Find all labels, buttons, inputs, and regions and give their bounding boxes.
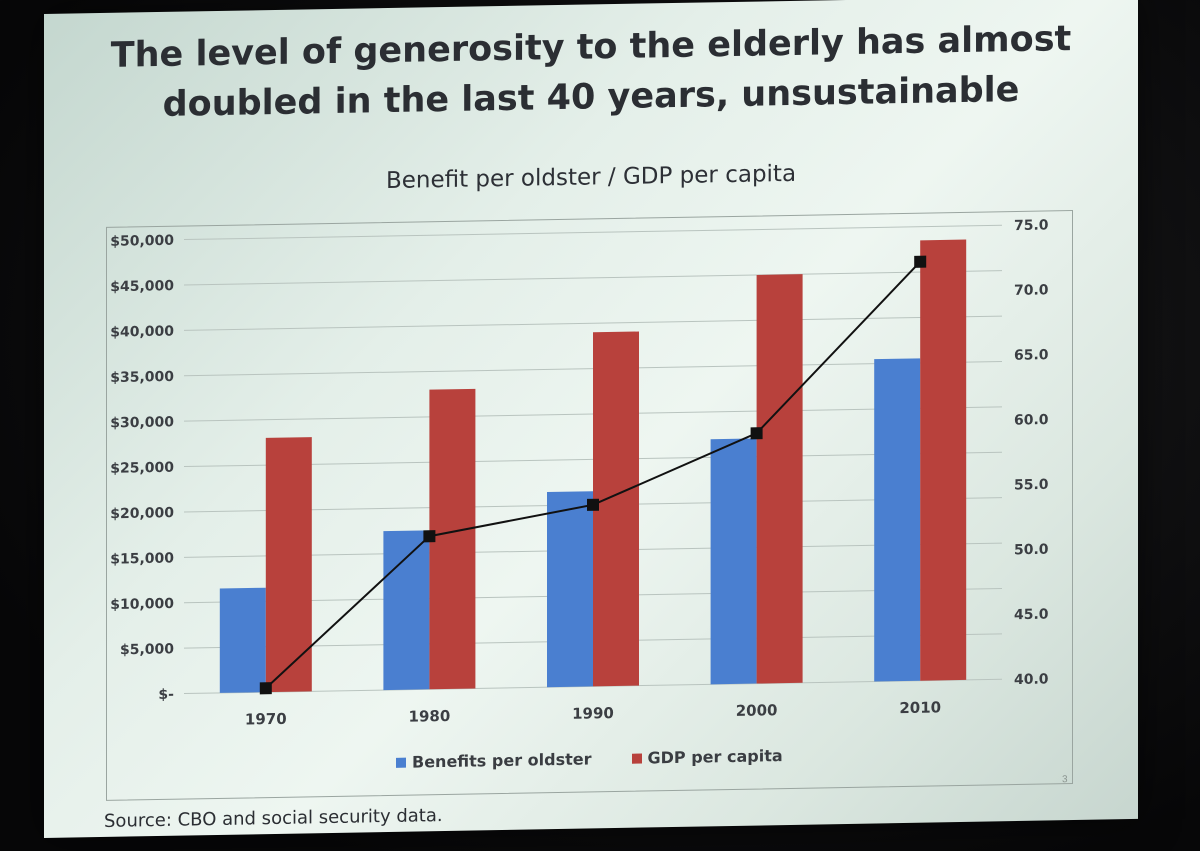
bar-benefits-per-oldster bbox=[710, 438, 757, 685]
legend-item-benefits: Benefits per oldster bbox=[396, 749, 592, 772]
gridline bbox=[184, 270, 1002, 286]
y-left-tick-label: $45,000 bbox=[110, 278, 174, 295]
legend-swatch-gdp bbox=[631, 753, 642, 764]
ratio-point bbox=[914, 255, 927, 268]
page-number: 3 bbox=[1062, 774, 1068, 786]
y-left-tick-label: $30,000 bbox=[110, 414, 174, 431]
y-right-tick-label: 65.0 bbox=[1014, 347, 1049, 364]
ratio-point bbox=[587, 498, 599, 511]
y-left-tick-label: $40,000 bbox=[110, 324, 174, 341]
y-right-tick-label: 60.0 bbox=[1014, 412, 1049, 429]
legend-label-benefits: Benefits per oldster bbox=[412, 749, 592, 772]
y-left-tick-label: $- bbox=[158, 687, 174, 703]
y-left-tick-label: $15,000 bbox=[110, 551, 174, 568]
slide: The level of generosity to the elderly h… bbox=[44, 0, 1138, 838]
y-right-tick-label: 50.0 bbox=[1014, 542, 1049, 559]
bar-benefits-per-oldster bbox=[219, 587, 266, 693]
legend-item-gdp: GDP per capita bbox=[631, 746, 783, 768]
legend-label-gdp: GDP per capita bbox=[647, 746, 783, 768]
x-tick-label: 1990 bbox=[572, 704, 614, 723]
gridline bbox=[184, 315, 1002, 331]
gridline bbox=[184, 224, 1002, 241]
y-left-tick-label: $20,000 bbox=[110, 505, 174, 522]
y-right-tick-label: 75.0 bbox=[1014, 217, 1049, 234]
ratio-point bbox=[259, 682, 272, 695]
y-right-tick-label: 55.0 bbox=[1014, 477, 1049, 494]
bar-gdp-per-capita bbox=[756, 274, 803, 684]
legend-swatch-benefits bbox=[396, 757, 406, 768]
x-tick-label: 1970 bbox=[245, 710, 287, 729]
bar-gdp-per-capita bbox=[593, 331, 639, 687]
x-tick-label: 2010 bbox=[899, 698, 941, 717]
y-left-tick-label: $25,000 bbox=[110, 460, 174, 477]
y-right-tick-label: 45.0 bbox=[1014, 607, 1049, 624]
x-tick-label: 2000 bbox=[736, 701, 778, 720]
y-right-tick-label: 40.0 bbox=[1014, 671, 1049, 688]
y-left-tick-label: $35,000 bbox=[110, 369, 174, 386]
bar-benefits-per-oldster bbox=[547, 491, 593, 688]
ratio-point bbox=[423, 530, 436, 543]
bar-gdp-per-capita bbox=[265, 437, 312, 693]
x-tick-label: 1980 bbox=[409, 707, 451, 726]
bar-gdp-per-capita bbox=[920, 239, 967, 681]
y-left-tick-label: $50,000 bbox=[110, 233, 174, 250]
bar-gdp-per-capita bbox=[429, 388, 476, 690]
bar-benefits-per-oldster bbox=[874, 358, 921, 682]
y-right-tick-label: 70.0 bbox=[1014, 282, 1049, 299]
ratio-point bbox=[750, 427, 763, 440]
y-left-tick-label: $5,000 bbox=[120, 641, 174, 658]
chart: $- $5,000 $10,000 $15,000 $20,000 $25,000 $30,… bbox=[110, 217, 1049, 729]
bar-benefits-per-oldster bbox=[383, 530, 430, 691]
y-left-tick-label: $10,000 bbox=[110, 596, 174, 613]
